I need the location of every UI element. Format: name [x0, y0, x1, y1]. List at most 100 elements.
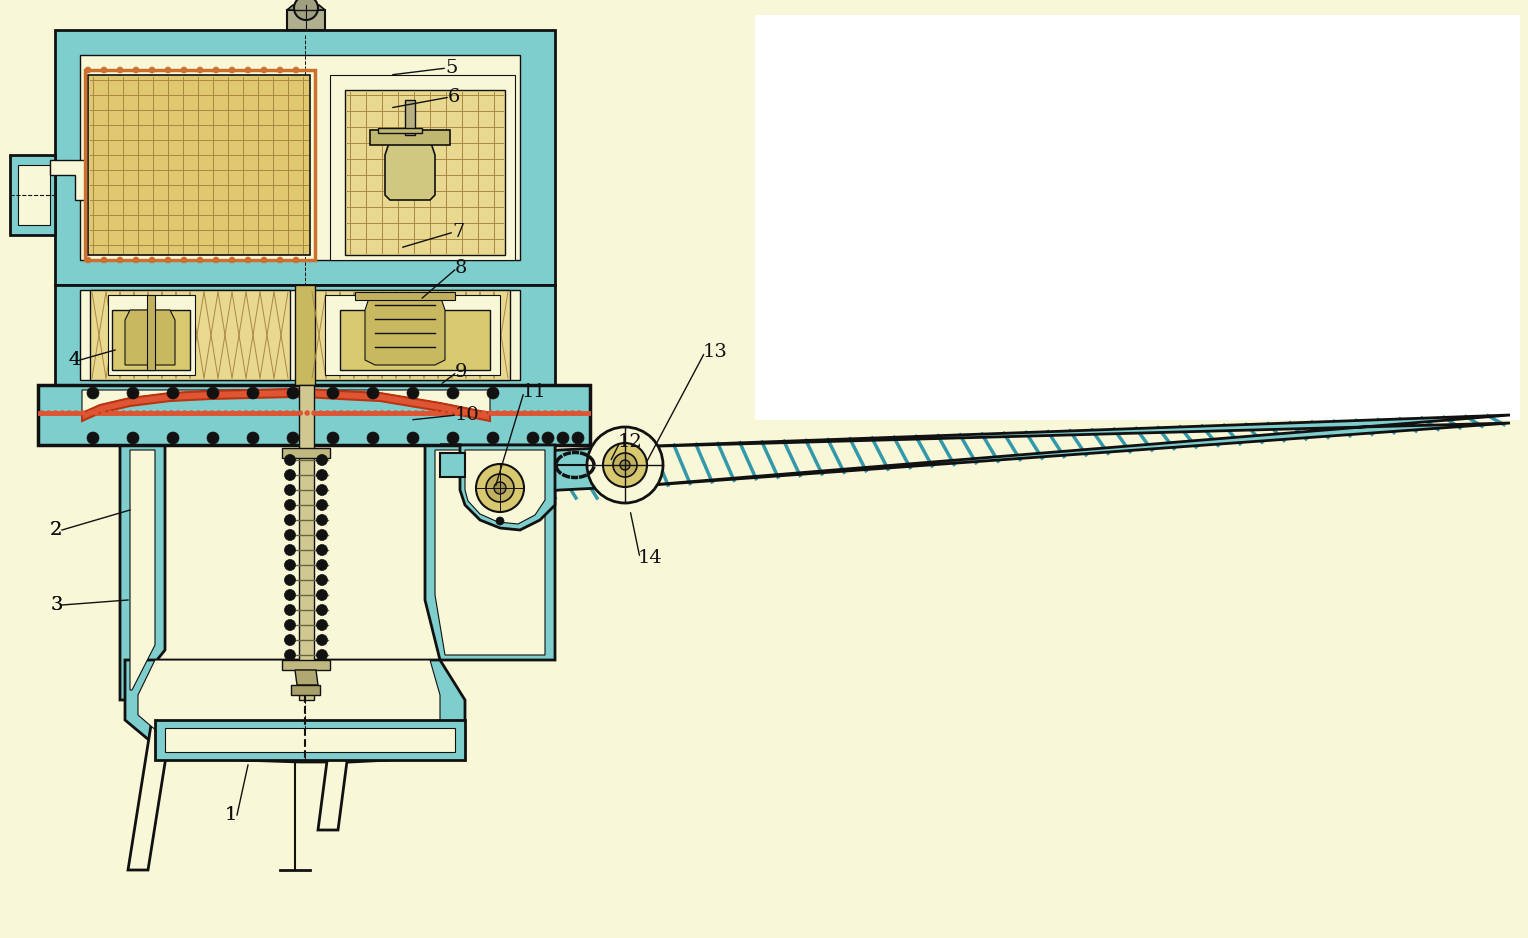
- Text: 4: 4: [69, 351, 81, 369]
- Circle shape: [316, 634, 327, 645]
- Circle shape: [604, 443, 646, 487]
- Circle shape: [168, 411, 174, 416]
- Polygon shape: [365, 295, 445, 365]
- Polygon shape: [90, 290, 290, 380]
- Polygon shape: [11, 155, 55, 235]
- Circle shape: [229, 257, 235, 263]
- Circle shape: [571, 432, 584, 444]
- Circle shape: [206, 432, 219, 444]
- Circle shape: [312, 411, 316, 416]
- Circle shape: [316, 544, 327, 555]
- Circle shape: [162, 411, 167, 416]
- Polygon shape: [130, 450, 154, 690]
- Circle shape: [81, 411, 86, 416]
- Polygon shape: [83, 389, 490, 413]
- Circle shape: [414, 411, 419, 416]
- Text: 13: 13: [703, 343, 727, 361]
- Polygon shape: [128, 700, 176, 870]
- Circle shape: [536, 411, 541, 416]
- Circle shape: [251, 411, 255, 416]
- Polygon shape: [354, 292, 455, 300]
- Circle shape: [87, 411, 92, 416]
- Circle shape: [86, 67, 92, 73]
- Circle shape: [176, 411, 180, 416]
- Circle shape: [316, 529, 327, 540]
- Polygon shape: [108, 295, 196, 375]
- Circle shape: [292, 411, 296, 416]
- Text: 1: 1: [225, 806, 237, 824]
- Circle shape: [196, 411, 200, 416]
- Circle shape: [284, 634, 295, 645]
- Text: 3: 3: [50, 596, 63, 614]
- Circle shape: [182, 411, 188, 416]
- Circle shape: [529, 411, 535, 416]
- Circle shape: [115, 411, 119, 416]
- Circle shape: [345, 411, 350, 416]
- Circle shape: [367, 432, 379, 444]
- Circle shape: [497, 517, 504, 525]
- Circle shape: [118, 67, 122, 73]
- Circle shape: [468, 411, 472, 416]
- Circle shape: [556, 411, 561, 416]
- Circle shape: [264, 411, 269, 416]
- Circle shape: [576, 411, 582, 416]
- Circle shape: [379, 411, 385, 416]
- Circle shape: [284, 529, 295, 540]
- Circle shape: [542, 411, 547, 416]
- Circle shape: [304, 411, 310, 416]
- Circle shape: [197, 257, 203, 263]
- Circle shape: [142, 411, 147, 416]
- Circle shape: [477, 464, 524, 512]
- Circle shape: [212, 257, 219, 263]
- Circle shape: [73, 411, 78, 416]
- Circle shape: [542, 432, 555, 444]
- Polygon shape: [440, 453, 465, 477]
- Circle shape: [167, 387, 179, 399]
- Polygon shape: [451, 447, 625, 498]
- Circle shape: [487, 387, 500, 399]
- Circle shape: [209, 411, 214, 416]
- Circle shape: [387, 411, 391, 416]
- Circle shape: [248, 432, 260, 444]
- Circle shape: [316, 589, 327, 600]
- Circle shape: [495, 411, 500, 416]
- Circle shape: [287, 432, 299, 444]
- Circle shape: [261, 67, 267, 73]
- Circle shape: [454, 411, 460, 416]
- Circle shape: [165, 67, 171, 73]
- Circle shape: [316, 500, 327, 510]
- Circle shape: [248, 387, 260, 399]
- Circle shape: [101, 67, 107, 73]
- Polygon shape: [55, 30, 555, 285]
- Circle shape: [284, 604, 295, 615]
- Circle shape: [180, 67, 186, 73]
- Polygon shape: [125, 660, 465, 762]
- Polygon shape: [121, 445, 165, 700]
- Circle shape: [406, 411, 411, 416]
- Circle shape: [327, 432, 339, 444]
- Circle shape: [316, 604, 327, 615]
- Circle shape: [121, 411, 127, 416]
- Circle shape: [277, 67, 283, 73]
- Circle shape: [223, 411, 228, 416]
- Circle shape: [298, 411, 303, 416]
- Polygon shape: [385, 140, 435, 200]
- Circle shape: [67, 411, 72, 416]
- Circle shape: [287, 387, 299, 399]
- Circle shape: [316, 559, 327, 570]
- Circle shape: [189, 411, 194, 416]
- Circle shape: [156, 411, 160, 416]
- Circle shape: [316, 470, 327, 480]
- Circle shape: [206, 387, 219, 399]
- Circle shape: [316, 455, 327, 465]
- Polygon shape: [405, 100, 416, 135]
- Circle shape: [332, 411, 336, 416]
- Polygon shape: [283, 448, 330, 458]
- Text: 14: 14: [639, 549, 663, 567]
- Circle shape: [257, 411, 263, 416]
- Polygon shape: [345, 90, 504, 255]
- Circle shape: [133, 257, 139, 263]
- Circle shape: [428, 411, 432, 416]
- Circle shape: [197, 67, 203, 73]
- Polygon shape: [299, 385, 313, 700]
